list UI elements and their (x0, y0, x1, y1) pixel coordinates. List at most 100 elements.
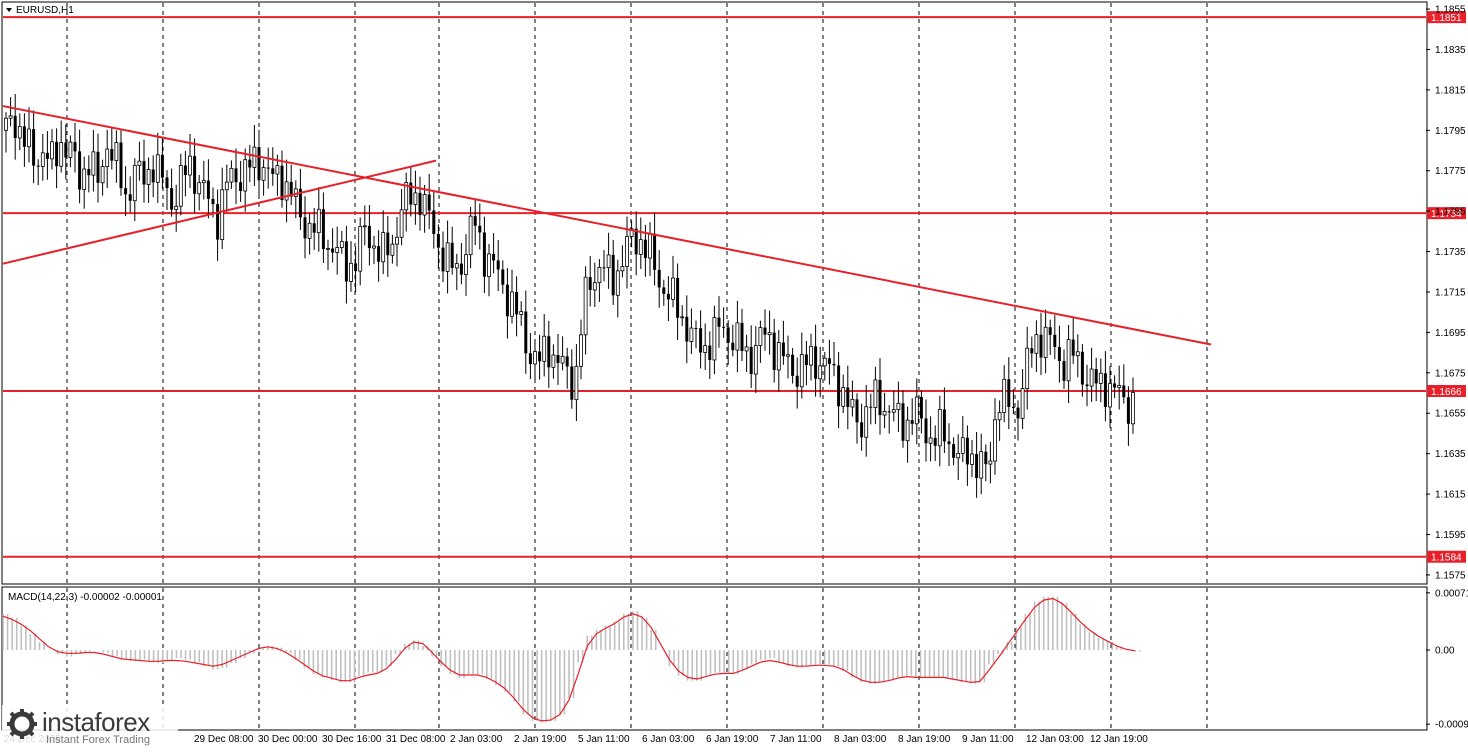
candle-body-bull (17, 126, 22, 139)
candle-body-bull (146, 169, 151, 185)
macd-tick-label: 0.00071 (1435, 588, 1468, 599)
candle-body-bull (891, 409, 896, 413)
candle-body-bear (482, 232, 486, 277)
candle-body-bear (1053, 334, 1057, 348)
price-tick-label: 1.1615 (1435, 490, 1466, 501)
candle-body-bear (662, 287, 666, 294)
candle-body-bull (1034, 334, 1039, 354)
candle-body-bear (344, 241, 348, 282)
candle-body-bull (252, 146, 257, 168)
candle-body-bull (786, 354, 790, 357)
gear-logo-icon (7, 709, 37, 739)
candle-body-bull (358, 226, 363, 272)
macd-histogram (2, 596, 1141, 723)
candle-body-bull (776, 342, 781, 371)
candle-body-bear (860, 422, 864, 438)
candle-body-bull (413, 192, 418, 205)
candle-body-bear (257, 147, 261, 181)
candles (4, 94, 1135, 498)
candle-body-bull (956, 452, 961, 459)
candle-body-bull (905, 419, 910, 442)
candle-body-bull (50, 141, 54, 160)
candle-body-bear (1113, 383, 1117, 388)
candle-body-bull (399, 209, 404, 238)
time-tick-label: 2 Jan 19:00 (514, 734, 567, 745)
candle-body-bull (579, 334, 583, 367)
candle-body-bull (243, 159, 248, 192)
candle-body-bear (436, 234, 440, 248)
candle-body-bear (73, 142, 77, 152)
candle-body-bull (629, 228, 634, 237)
candle-body-bear (814, 346, 818, 379)
candle-body-bear (1080, 351, 1084, 385)
candle-body-bear (1071, 339, 1075, 356)
candle-body-bear (524, 311, 528, 354)
candle-body-bull (767, 332, 772, 336)
price-tick-label: 1.1755 (1435, 207, 1466, 218)
trend-lines (2, 105, 1212, 346)
candle-body-bear (211, 198, 215, 205)
candle-body-bull (395, 236, 399, 245)
candle-body-bear (450, 242, 454, 268)
candle-body-bear (781, 342, 785, 357)
candle-body-bear (694, 328, 698, 330)
candle-body-bear (878, 379, 882, 416)
candle-body-bear (528, 353, 532, 365)
candle-body-bear (128, 194, 132, 201)
candle-body-bear (965, 437, 969, 465)
price-tick-label: 1.1675 (1435, 368, 1466, 379)
candle-body-bear (887, 411, 891, 413)
candle-body-bull (864, 406, 869, 438)
candle-body-bear (354, 263, 358, 272)
candle-body-bull (261, 167, 266, 181)
candle-body-bear (1103, 373, 1107, 407)
candle-body-bear (556, 354, 560, 364)
time-tick-label: 7 Jan 11:00 (770, 734, 822, 745)
candle-body-bear (303, 217, 307, 239)
candle-body-bear (193, 156, 197, 194)
trend-line-ascending (2, 159, 437, 265)
candle-body-bear (570, 366, 574, 400)
candle-body-bear (271, 168, 275, 175)
candle-body-bull (689, 327, 694, 342)
candle-body-bear (298, 188, 302, 218)
candle-body-bull (542, 335, 547, 362)
candle-body-bull (615, 270, 620, 296)
candle-body-bull (882, 410, 887, 416)
candle-body-bear (565, 356, 569, 367)
candle-body-bear (933, 437, 937, 446)
candle-body-bull (105, 148, 110, 167)
macd-tick-label: 0.00 (1435, 646, 1455, 657)
candle-body-bull (445, 242, 450, 272)
candle-body-bear (289, 181, 293, 197)
candle-body-bear (942, 409, 946, 442)
candle-body-bear (869, 406, 873, 408)
candle-body-bear (1057, 347, 1061, 361)
candle-body-bear (855, 399, 859, 423)
candle-body-bull (174, 205, 179, 210)
candle-body-bear (804, 354, 808, 366)
candle-body-bear (984, 451, 988, 465)
candle-body-bear (791, 354, 795, 376)
time-tick-label: 12 Jan 03:00 (1026, 734, 1084, 745)
candle-body-bull (59, 142, 64, 167)
candle-body-bear (538, 351, 542, 362)
candle-body-bull (997, 412, 1002, 421)
candle-body-bear (165, 177, 169, 189)
level-lines: 1.1851 1.1754 1.1666 1.1584 (3, 11, 1466, 564)
candle-body-bull (1002, 378, 1007, 413)
time-tick-label: 12 Jan 19:00 (1090, 734, 1148, 745)
candle-body-bull (349, 262, 353, 282)
price-tick-label: 1.1775 (1435, 166, 1466, 177)
candle-body-bull (822, 357, 827, 367)
candle-body-bull (896, 402, 901, 411)
candle-body-bull (560, 355, 565, 364)
candle-body-bull (390, 243, 395, 256)
candle-body-bear (643, 239, 647, 259)
symbol-dropdown-icon[interactable] (6, 8, 12, 12)
candle-body-bear (653, 233, 657, 270)
price-tick-label: 1.1855 (1435, 5, 1466, 16)
time-tick-label: 8 Jan 03:00 (834, 734, 887, 745)
